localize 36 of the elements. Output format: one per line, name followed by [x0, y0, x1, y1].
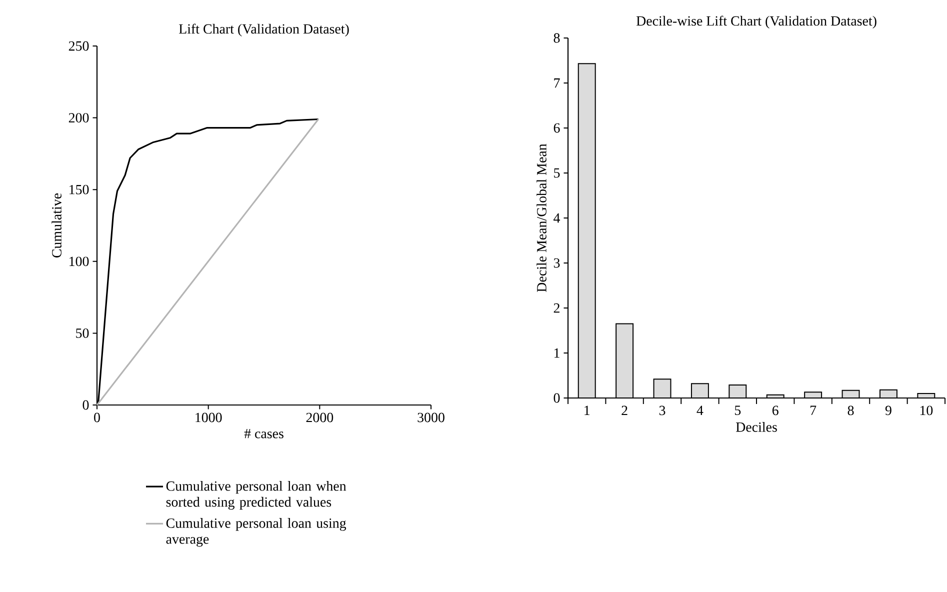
y-tick-label: 5	[554, 168, 560, 178]
x-tick-label: 1	[584, 406, 590, 415]
y-tick-label: 4	[554, 213, 560, 223]
y-tick-label: 6	[554, 123, 560, 133]
x-tick-label: 10	[920, 406, 933, 416]
x-tick-label: 4	[696, 406, 704, 415]
chart-title: Decile-wise Lift Chart (Validation Dataset)	[636, 16, 876, 29]
x-tick-label: 9	[885, 406, 892, 416]
y-tick-label: 50	[76, 328, 89, 338]
y-tick-label: 7	[554, 78, 560, 88]
y-tick-label: 8	[554, 33, 560, 43]
x-tick-label: 0	[94, 412, 100, 422]
legend-label: Cumulative personal loan when sorted using predicted values	[166, 480, 346, 510]
x-tick-label: 3000	[418, 412, 444, 422]
chart-title: Lift Chart (Validation Dataset)	[179, 24, 349, 36]
y-tick-label: 250	[68, 41, 89, 51]
x-tick-label: 5	[734, 406, 741, 416]
x-tick-label: 3	[659, 406, 666, 416]
y-tick-label: 150	[70, 184, 89, 194]
y-axis-title: Cumulative	[52, 193, 62, 258]
x-tick-label: 8	[848, 406, 854, 416]
y-tick-label: 100	[70, 256, 89, 266]
y-tick-label: 0	[554, 393, 560, 403]
x-tick-label: 7	[810, 406, 816, 415]
y-axis-title: Decile Mean/Global Mean	[536, 144, 546, 292]
y-tick-label: 200	[68, 113, 89, 123]
x-tick-label: 2	[622, 406, 628, 416]
y-tick-label: 1	[554, 348, 560, 358]
x-axis-title: Deciles	[736, 422, 777, 432]
y-tick-label: 3	[554, 258, 560, 268]
legend-label: Cumulative personal loan using average	[166, 518, 346, 547]
x-tick-label: 2000	[306, 412, 334, 422]
x-tick-label: 6	[772, 406, 778, 416]
y-tick-label: 2	[554, 303, 560, 313]
x-tick-label: 1000	[196, 412, 222, 422]
x-axis-title: # cases	[244, 429, 284, 438]
